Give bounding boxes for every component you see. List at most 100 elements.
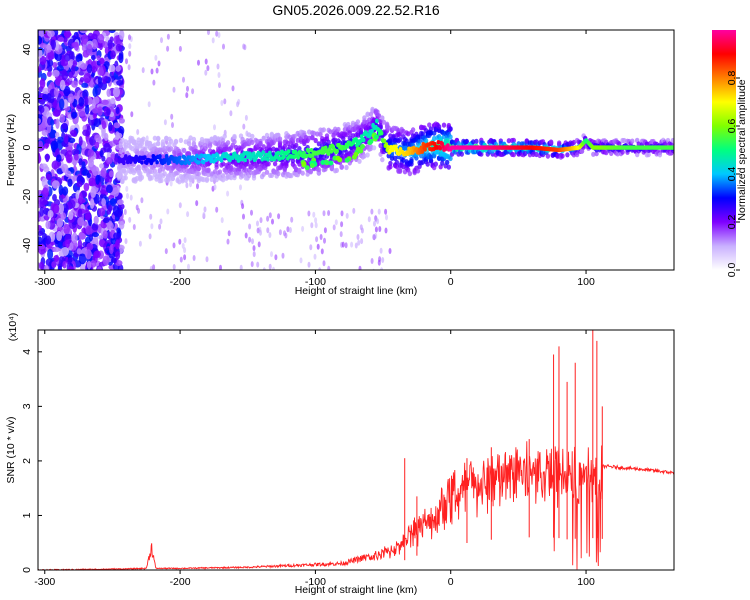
heatmap-cell [319, 234, 323, 240]
heatmap-cell [266, 215, 270, 222]
heatmap-cell [545, 153, 551, 159]
heatmap-cell [88, 181, 97, 187]
heatmap-cell [368, 138, 374, 144]
heatmap-cell [261, 135, 266, 141]
heatmap-cell [195, 200, 199, 207]
heatmap-cell [379, 131, 384, 136]
heatmap-cell [120, 137, 125, 143]
heatmap-cell [301, 161, 307, 167]
heatmap-cell [522, 150, 528, 157]
heatmap-cell [52, 203, 60, 214]
heatmap-cell [118, 172, 124, 178]
heatmap-cell [220, 177, 226, 183]
heatmap-cell [110, 197, 117, 207]
heatmap-cell [102, 217, 110, 224]
heatmap-cell [617, 141, 622, 147]
heatmap-cell [105, 156, 113, 165]
heatmap-cell [344, 157, 350, 163]
heatmap-cell [50, 216, 56, 224]
heatmap-cell [344, 164, 349, 171]
heatmap-cell [48, 96, 55, 104]
heatmap-cell [191, 140, 197, 146]
snr-series [37, 330, 675, 571]
heatmap-cell [337, 157, 343, 163]
heatmap-cell [118, 53, 124, 64]
heatmap-cell [52, 246, 61, 253]
heatmap-cell [282, 154, 286, 159]
heatmap-cell [253, 291, 256, 297]
colorbar-tick-label: 0.4 [726, 167, 738, 182]
heatmap-cell [350, 120, 356, 126]
heatmap-cell [205, 256, 209, 263]
heatmap-cell [268, 150, 272, 155]
heatmap-cell [42, 87, 50, 95]
heatmap-cell [225, 140, 231, 146]
heatmap-cell [297, 169, 302, 175]
heatmap-cell [213, 184, 217, 191]
heatmap-cell [108, 170, 114, 178]
heatmap-cell [90, 54, 96, 61]
heatmap-cell [259, 217, 263, 224]
heatmap-cell [261, 171, 266, 177]
heatmap-cell [394, 144, 398, 149]
heatmap-cell [167, 159, 172, 165]
heatmap-cell [63, 31, 72, 38]
heatmap-cell [323, 159, 329, 165]
heatmap-cell [73, 153, 79, 161]
heatmap-cell [242, 213, 245, 220]
heatmap-cell [157, 60, 161, 67]
heatmap-cell [251, 151, 256, 156]
heatmap-cell [380, 115, 385, 121]
heatmap-cell [205, 157, 210, 162]
heatmap-cell [125, 58, 128, 65]
heatmap-cell [160, 37, 163, 44]
heatmap-cell [304, 153, 309, 159]
heatmap-cell [90, 187, 97, 199]
heatmap-cell [42, 187, 49, 198]
heatmap-cell [115, 259, 123, 267]
x-tick-label: -100 [305, 576, 326, 588]
heatmap-cell [169, 146, 174, 152]
heatmap-cell [410, 127, 416, 133]
heatmap-cell [59, 79, 66, 91]
y-tick-label: 40 [21, 44, 33, 56]
heatmap-cell [77, 239, 83, 251]
heatmap-cell [85, 225, 93, 236]
heatmap-cell [38, 49, 43, 59]
heatmap-cell [215, 30, 219, 37]
heatmap-cell [345, 212, 349, 219]
snr-frame [37, 329, 675, 571]
heatmap-cell [164, 248, 168, 255]
heatmap-cell [81, 82, 89, 88]
heatmap-cell [78, 158, 83, 166]
heatmap-cell [179, 256, 183, 263]
heatmap-cell [248, 169, 253, 175]
heatmap-cell [166, 33, 170, 40]
heatmap-cell [250, 261, 254, 268]
snr-y-axis-label: SNR (10 * v/v) [5, 416, 17, 483]
heatmap-cell [339, 231, 343, 238]
heatmap-cell [448, 126, 453, 132]
heatmap-cell [140, 160, 144, 165]
colorbar-tick-label: 0.2 [726, 215, 738, 230]
heatmap-cell [671, 145, 674, 150]
heatmap-cell [203, 142, 208, 148]
heatmap-cell [38, 225, 42, 231]
heatmap-cell [216, 63, 220, 70]
heatmap-cell [266, 227, 270, 234]
heatmap-cell [92, 166, 100, 177]
heatmap-cell [217, 72, 221, 78]
heatmap-cell [296, 155, 301, 160]
heatmap-cell [261, 287, 264, 293]
x-tick-label: 100 [577, 276, 595, 288]
heatmap-cell [169, 180, 173, 187]
snr-x-ticks: -300 -200 -100 0 100 [34, 330, 595, 588]
heatmap-cell [511, 137, 516, 143]
heatmap-cell [423, 147, 427, 152]
heatmap-cell [297, 161, 302, 167]
heatmap-cell [248, 223, 252, 230]
heatmap-cell [150, 68, 154, 75]
heatmap-cell [97, 106, 103, 116]
x-tick-label: -300 [34, 576, 55, 588]
heatmap-cell [286, 149, 291, 154]
